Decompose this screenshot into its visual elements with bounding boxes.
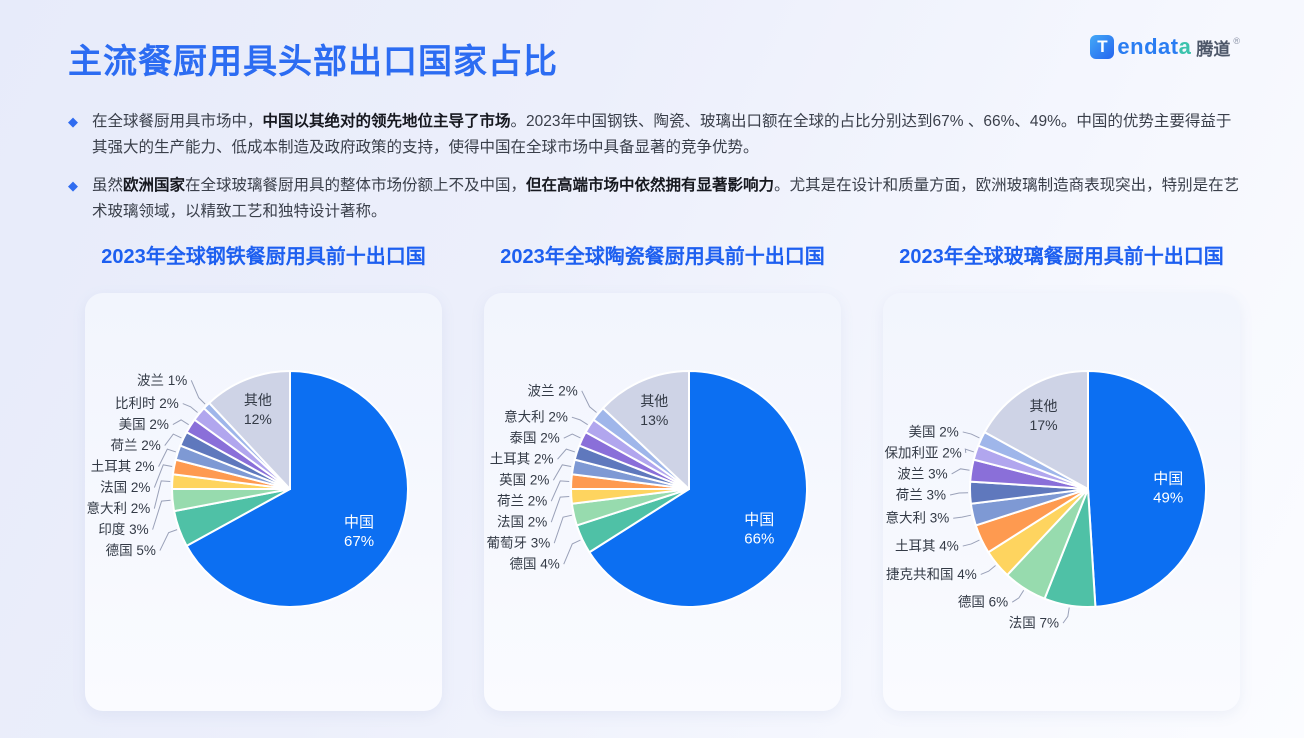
label-leader-line [552, 464, 572, 481]
label-leader-line [962, 539, 980, 547]
label-leader-line [1062, 607, 1070, 624]
label-leader-line [190, 379, 206, 405]
chart-section-glass: 2023年全球玻璃餐厨用具前十出口国 中国 49% 其他 17% 美国 2% 保加利亚 2… [883, 245, 1240, 711]
pie-chart-glass: 中国 49% 其他 17% 美国 2% 保加利亚 2% 波兰 3% 荷兰 3% 意大利 3% 土耳… [885, 369, 1208, 630]
pie-outside-label: 保加利亚 2% [885, 445, 962, 460]
bullet-item: ◆ 在全球餐厨用具市场中，中国以其绝对的领先地位主导了市场。2023年中国钢铁、陶… [68, 109, 1240, 161]
pie-outside-label: 德国 4% [509, 556, 559, 571]
page-title: 主流餐厨用具头部出口国家占比 [68, 43, 558, 81]
pie-outside-label: 土耳其 4% [895, 538, 959, 553]
label-leader-line [153, 480, 171, 509]
pie-inside-label: 中国 67% [344, 514, 374, 550]
pie-slice [983, 369, 1089, 490]
pie-slice [208, 369, 291, 490]
label-leader-line [953, 514, 971, 519]
bullet-diamond-icon: ◆ [68, 113, 78, 129]
label-leader-line [980, 564, 996, 575]
label-leader-line [553, 514, 572, 544]
chart-title-steel: 2023年全球钢铁餐厨用具前十出口国 [101, 245, 426, 268]
chart-section-ceramic: 2023年全球陶瓷餐厨用具前十出口国 中国 66% 其他 13% 波兰 2% 意大利 2%… [484, 245, 841, 711]
charts-row: 2023年全球钢铁餐厨用具前十出口国 中国 67% 其他 12% 波兰 1% 比利时 2%… [85, 245, 1240, 711]
pie-inside-label: 其他 12% [244, 392, 272, 427]
pie-outside-label: 荷兰 2% [497, 493, 547, 508]
bullet-text: 虽然欧洲国家在全球玻璃餐厨用具的整体市场份额上不及中国，但在高端市场中依然拥有显… [92, 176, 1240, 220]
label-leader-line [159, 528, 178, 551]
label-leader-line [964, 448, 975, 453]
label-leader-line [563, 539, 581, 565]
pie-outside-label: 印度 3% [98, 522, 148, 537]
pie-inside-label: 中国 49% [1153, 470, 1183, 506]
pie-outside-label: 德国 6% [958, 594, 1008, 609]
pie-outside-label: 英国 2% [499, 471, 549, 487]
label-leader-line [563, 433, 581, 439]
pie-outside-label: 荷兰 2% [110, 438, 160, 453]
chart-title-glass: 2023年全球玻璃餐厨用具前十出口国 [899, 245, 1224, 268]
pie-outside-label: 德国 5% [106, 543, 156, 558]
tendata-logo: T endata 腾道 ® [1090, 34, 1240, 60]
label-leader-line [164, 433, 182, 446]
pie-outside-label: 比利时 2% [115, 396, 179, 411]
chart-title-ceramic: 2023年全球陶瓷餐厨用具前十出口国 [500, 245, 825, 268]
chart-section-steel: 2023年全球钢铁餐厨用具前十出口国 中国 67% 其他 12% 波兰 1% 比利时 2%… [85, 245, 442, 711]
label-leader-line [152, 499, 171, 530]
bullet-item: ◆ 虽然欧洲国家在全球玻璃餐厨用具的整体市场份额上不及中国，但在高端市场中依然拥有… [68, 173, 1240, 225]
logo-cjk-text: 腾道 [1196, 39, 1231, 59]
bullet-text: 在全球餐厨用具市场中，中国以其绝对的领先地位主导了市场。2023年中国钢铁、陶瓷… [92, 112, 1232, 156]
label-leader-line [182, 402, 198, 413]
pie-slice [588, 369, 808, 608]
logo-word-teal: a [1178, 34, 1192, 59]
label-leader-line [550, 480, 570, 502]
chart-card-ceramic: 中国 66% 其他 13% 波兰 2% 意大利 2% 泰国 2% 土耳其 2% 英国 2% 荷兰 … [484, 292, 841, 711]
pie-slice [601, 369, 690, 490]
pie-outside-label: 意大利 2% [504, 408, 568, 424]
pie-outside-label: 土耳其 2% [490, 451, 554, 466]
pie-slice [1087, 369, 1208, 608]
pie-slice [185, 369, 409, 608]
pie-outside-label: 法国 7% [1009, 615, 1059, 630]
header: 主流餐厨用具头部出口国家占比 T endata 腾道 ® [68, 34, 1240, 83]
chart-card-glass: 中国 49% 其他 17% 美国 2% 保加利亚 2% 波兰 3% 荷兰 3% 意大利 3% 土耳… [883, 292, 1240, 711]
label-leader-line [1011, 589, 1025, 603]
pie-outside-label: 法国 2% [497, 514, 547, 529]
pie-outside-label: 波兰 3% [897, 466, 947, 481]
logo-t-icon: T [1090, 35, 1115, 59]
pie-chart-steel: 中国 67% 其他 12% 波兰 1% 比利时 2% 美国 2% 荷兰 2% 土耳其 2% 法国 … [87, 369, 409, 608]
label-leader-line [158, 448, 177, 467]
label-leader-line [557, 448, 576, 460]
bullet-list: ◆ 在全球餐厨用具市场中，中国以其绝对的领先地位主导了市场。2023年中国钢铁、陶… [68, 109, 1240, 225]
label-leader-line [581, 390, 597, 413]
pie-outside-label: 葡萄牙 3% [486, 535, 550, 550]
label-leader-line [172, 419, 189, 425]
pie-inside-label: 其他 17% [1030, 398, 1058, 433]
chart-card-steel: 中国 67% 其他 12% 波兰 1% 比利时 2% 美国 2% 荷兰 2% 土耳其 2% 法国 … [85, 292, 442, 711]
label-leader-line [153, 464, 173, 488]
pie-inside-label: 其他 13% [640, 393, 668, 428]
label-leader-line [949, 492, 969, 496]
logo-wordmark: endata [1117, 34, 1191, 60]
pie-outside-label: 泰国 2% [509, 430, 559, 445]
pie-outside-label: 荷兰 3% [896, 487, 946, 502]
pie-inside-label: 中国 66% [744, 511, 774, 547]
bullet-diamond-icon: ◆ [68, 177, 78, 193]
pie-outside-label: 意大利 2% [87, 500, 151, 516]
pie-outside-label: 波兰 2% [527, 383, 577, 398]
label-leader-line [571, 416, 588, 425]
pie-outside-label: 法国 2% [100, 480, 150, 495]
pie-outside-label: 捷克共和国 4% [886, 567, 977, 582]
pie-outside-label: 美国 2% [908, 424, 958, 439]
pie-outside-label: 美国 2% [119, 417, 169, 432]
pie-chart-ceramic: 中国 66% 其他 13% 波兰 2% 意大利 2% 泰国 2% 土耳其 2% 英国 2% 荷兰 … [486, 369, 808, 608]
label-leader-line [951, 468, 970, 475]
label-leader-line [550, 495, 570, 523]
pie-outside-label: 意大利 3% [885, 510, 949, 526]
label-leader-line [962, 431, 980, 439]
pie-outside-label: 波兰 1% [137, 373, 187, 388]
logo-word-blue: endat [1117, 34, 1179, 59]
pie-outside-label: 土耳其 2% [91, 459, 155, 474]
registered-mark: ® [1233, 36, 1240, 46]
